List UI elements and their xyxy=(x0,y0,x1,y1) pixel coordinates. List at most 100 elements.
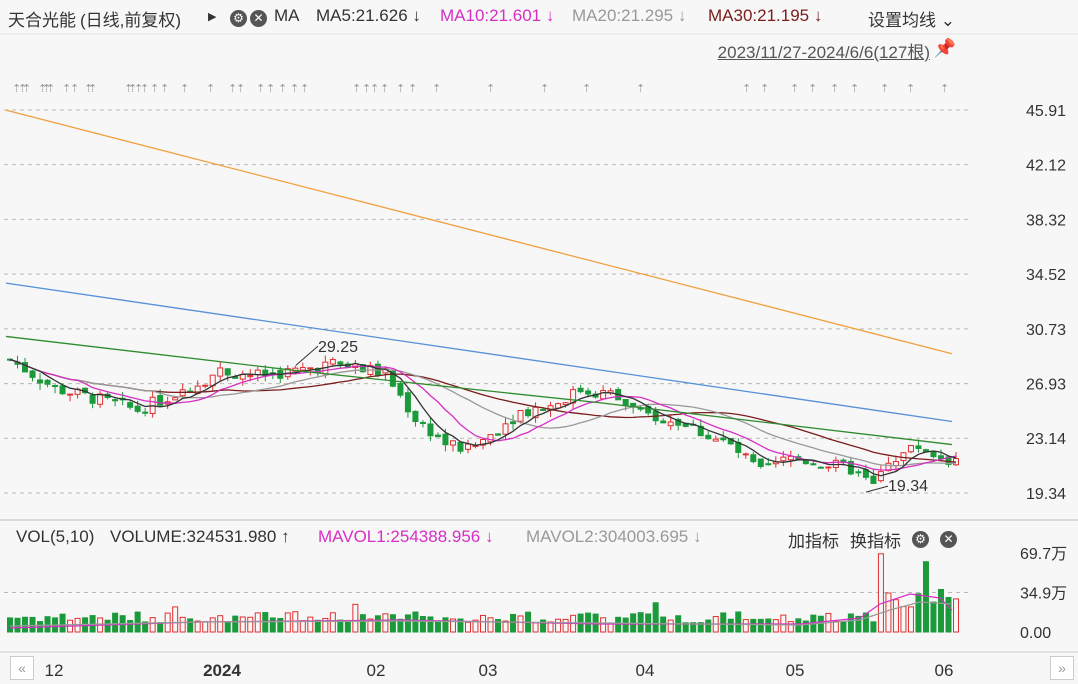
event-marker: ⇡ xyxy=(22,82,31,95)
scroll-left-button[interactable]: « xyxy=(10,656,34,680)
event-marker: ⇡ xyxy=(850,82,859,95)
volume-bar xyxy=(540,619,547,633)
volume-bar xyxy=(209,617,216,633)
volume-bar xyxy=(765,618,772,633)
candle-body xyxy=(224,368,231,376)
ma20-value: MA20:21.295 ↓ xyxy=(572,6,687,25)
chart-mode[interactable]: (日线,前复权) xyxy=(80,11,182,30)
ma10-value: MA10:21.601 ↓ xyxy=(440,6,555,25)
stock-name[interactable]: 天合光能 xyxy=(8,11,76,30)
event-marker: ⇡ xyxy=(582,82,591,95)
event-marker: ⇡ xyxy=(790,82,799,95)
volume-bar xyxy=(495,618,502,633)
volume-bar xyxy=(945,597,952,633)
volume-bar xyxy=(622,617,629,633)
event-marker: ⇡ xyxy=(370,82,379,95)
add-indicator-button[interactable]: 加指标 xyxy=(788,532,839,551)
candle-body xyxy=(37,379,44,384)
volume-bar xyxy=(555,618,562,633)
candle-body xyxy=(89,394,96,404)
volume-bar xyxy=(480,614,486,633)
candle-body xyxy=(502,423,509,435)
volume-bar xyxy=(892,599,899,633)
candle-body xyxy=(427,423,434,437)
candle-body xyxy=(855,471,862,474)
volume-bar xyxy=(832,620,839,633)
price-tick-label: 23.14 xyxy=(1026,431,1066,448)
event-marker: ⇡ xyxy=(362,82,371,95)
candle-body xyxy=(817,466,824,469)
candle-body xyxy=(442,433,449,446)
volume-bar xyxy=(915,593,922,633)
candle-body xyxy=(404,392,411,413)
event-marker: ⇡ xyxy=(46,82,55,95)
chart-header: 天合光能 (日线,前复权) ▶ ⚙ ✕ MA MA5:21.626 ↓ MA10… xyxy=(0,0,1078,34)
ma120-line xyxy=(5,282,953,423)
scroll-right-button[interactable]: » xyxy=(1050,656,1074,680)
volume-bar xyxy=(532,622,539,633)
candle-body xyxy=(247,375,254,378)
event-marker: ⇡ xyxy=(486,82,495,95)
candle-body xyxy=(600,390,607,400)
volume-bar xyxy=(29,616,36,633)
ma30-line xyxy=(9,358,957,463)
candle-body xyxy=(299,367,306,371)
volume-bar xyxy=(202,621,209,633)
volume-bar xyxy=(682,622,689,633)
candle-body xyxy=(457,441,464,452)
candle-body xyxy=(765,463,772,466)
gear-icon[interactable]: ⚙ xyxy=(230,7,247,27)
play-icon[interactable]: ▶ xyxy=(208,11,217,23)
candle-body xyxy=(562,402,569,406)
candle-body xyxy=(930,450,937,458)
date-range[interactable]: 2023/11/27-2024/6/6(127根) xyxy=(717,43,930,62)
volume-bar xyxy=(254,612,261,633)
event-marker: ⇡ xyxy=(830,82,839,95)
volume-bar xyxy=(127,619,134,633)
event-marker: ⇡ xyxy=(12,82,21,95)
volume-tick-label: 34.9万 xyxy=(1020,585,1067,602)
candle-body xyxy=(449,440,456,446)
volume-bar xyxy=(397,618,404,633)
switch-indicator-button[interactable]: 换指标 xyxy=(850,532,901,551)
event-marker: ⇡ xyxy=(540,82,549,95)
low-annotation: 19.34 xyxy=(888,478,928,495)
candle-body xyxy=(419,421,426,424)
volume-bar xyxy=(442,617,449,633)
ma60-line xyxy=(5,335,953,446)
event-marker: ⇡ xyxy=(70,82,79,95)
candle-body xyxy=(337,361,344,365)
x-tick-label: 02 xyxy=(367,661,386,680)
volume-bar xyxy=(772,619,779,633)
volume-bar xyxy=(840,621,847,633)
close-icon[interactable]: ✕ xyxy=(940,528,957,548)
event-marker: ⇡ xyxy=(134,82,143,95)
volume-bar xyxy=(149,617,156,633)
candle-body xyxy=(112,399,119,402)
event-marker: ⇡ xyxy=(62,82,71,95)
volume-bar xyxy=(870,621,877,633)
volume-bar xyxy=(434,620,441,633)
price-tick-label: 45.91 xyxy=(1026,103,1066,120)
pin-icon[interactable]: 📌 xyxy=(933,38,956,58)
volume-bar xyxy=(329,612,336,633)
candle-body xyxy=(97,393,104,405)
candle-body xyxy=(585,390,592,395)
volume-bar xyxy=(517,615,524,633)
volume-header: VOL(5,10) VOLUME:324531.980 ↑ MAVOL1:254… xyxy=(0,524,1078,551)
gear-icon[interactable]: ⚙ xyxy=(912,528,929,548)
vol-label: VOL(5,10) xyxy=(16,527,95,546)
mavol1-value: MAVOL1:254388.956 ↓ xyxy=(318,527,494,546)
candle-body xyxy=(262,369,269,377)
candle-body xyxy=(172,397,179,401)
ma10-line xyxy=(9,358,957,471)
volume-bar xyxy=(382,613,389,633)
candle-body xyxy=(907,445,914,453)
ma-settings-button[interactable]: 设置均线 ⌄ xyxy=(868,11,955,30)
close-icon[interactable]: ✕ xyxy=(250,7,267,27)
volume-bar xyxy=(472,619,479,633)
candle-body xyxy=(217,367,224,377)
event-marker: ⇡ xyxy=(760,82,769,95)
volume-bar xyxy=(802,620,809,633)
